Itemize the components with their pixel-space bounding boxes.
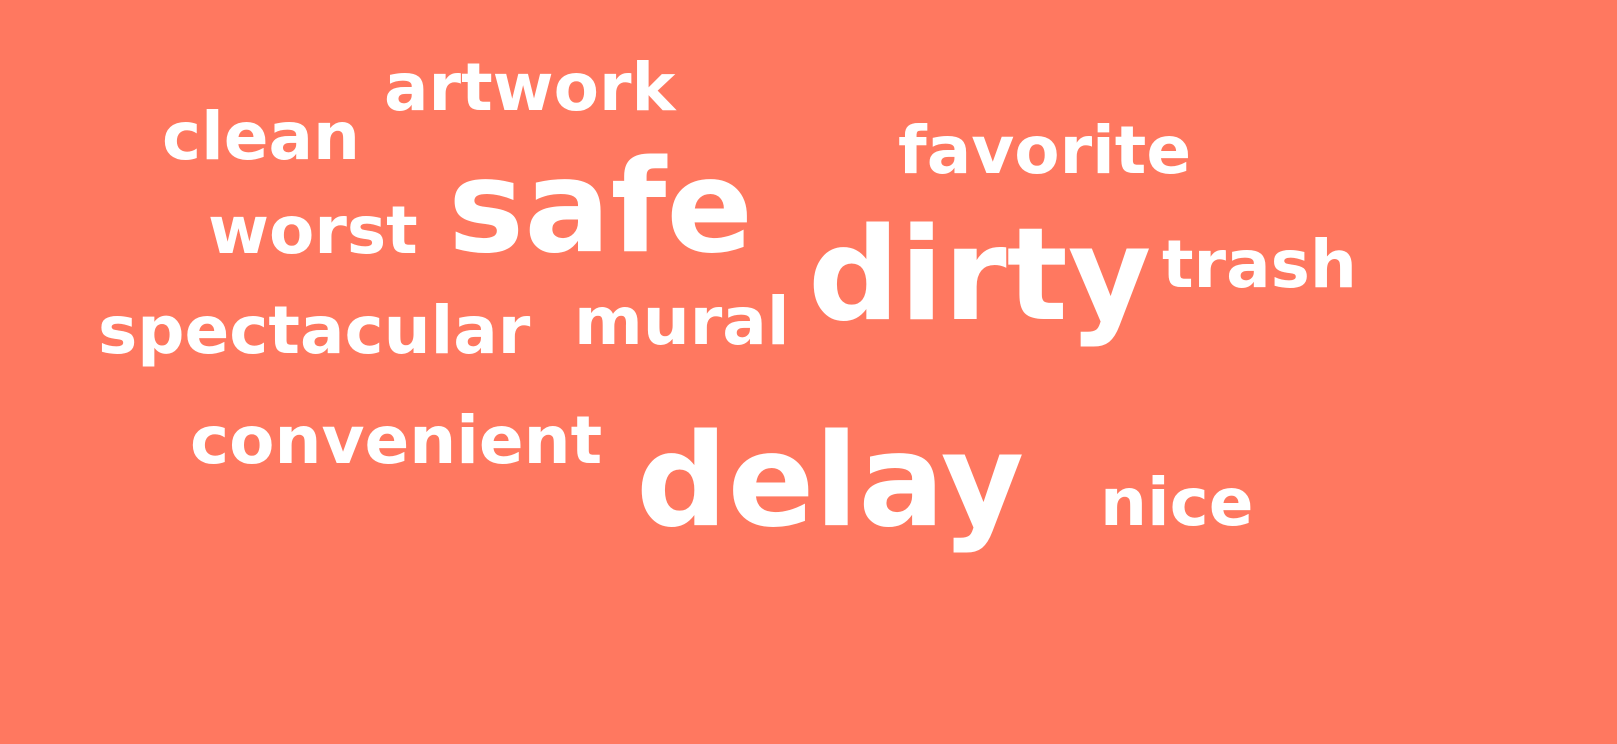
word-artwork: artwork (384, 49, 676, 126)
word-clean: clean (162, 98, 361, 175)
word-safe: safe (448, 133, 754, 282)
word-worst: worst (208, 192, 418, 269)
word-delay: delay (636, 407, 1025, 556)
word-trash: trash (1162, 226, 1357, 303)
word-convenient: convenient (190, 402, 603, 479)
word-spectacular: spectacular (98, 292, 531, 369)
word-mural: mural (574, 283, 790, 360)
word-favorite: favorite (898, 112, 1192, 189)
word-dirty: dirty (808, 201, 1152, 350)
word-nice: nice (1100, 464, 1254, 541)
